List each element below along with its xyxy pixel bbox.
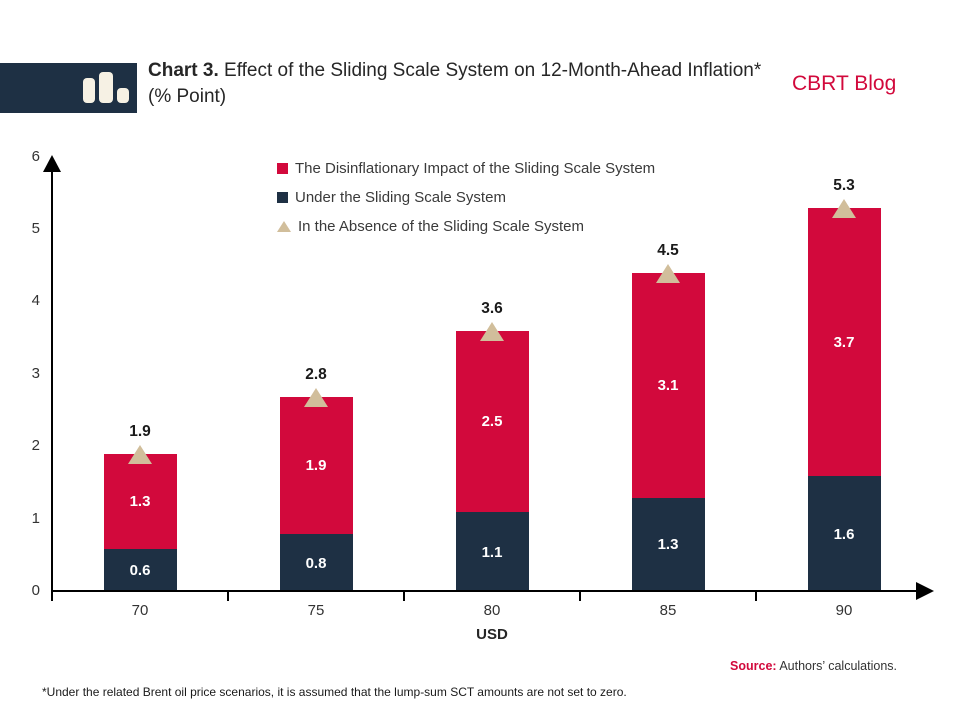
y-axis-tick-label: 6 [31, 147, 40, 165]
y-axis-tick-label: 3 [31, 364, 40, 382]
legend-label: The Disinflationary Impact of the Slidin… [295, 160, 656, 177]
chart-title: Chart 3. Effect of the Sliding Scale Sys… [148, 58, 776, 110]
bar-segment-disinflationary-impact: 3.1 [631, 273, 705, 498]
bar-segment-under-system: 0.6 [103, 548, 177, 592]
absence-marker-icon [656, 264, 680, 284]
absence-marker-icon [304, 387, 328, 407]
source-label: Source: [730, 659, 777, 673]
bar-segment-under-system: 1.3 [631, 497, 705, 592]
x-axis-category-label: 90 [835, 602, 853, 619]
bar-segment-under-system: 1.6 [807, 476, 881, 592]
bar-total-label: 5.3 [833, 177, 855, 195]
bar-total-label: 3.6 [481, 300, 503, 318]
absence-marker-icon [128, 445, 152, 465]
bar-value-label: 0.8 [305, 554, 327, 572]
bar-value-label: 1.1 [481, 543, 503, 561]
chart-title-text: Effect of the Sliding Scale System on 12… [148, 60, 762, 107]
bar-value-label: 3.1 [657, 377, 679, 395]
navy-square-icon [277, 192, 288, 203]
x-axis-title: USD [476, 626, 508, 643]
source-text: Authors’ calculations. [776, 659, 897, 673]
y-axis-tick-label: 0 [31, 582, 40, 599]
y-axis-line [51, 168, 53, 601]
bar-segment-disinflationary-impact: 1.9 [279, 396, 353, 535]
y-axis-tick-label: 4 [31, 292, 40, 310]
bar-value-label: 1.3 [129, 492, 151, 510]
legend-item-absence-of-system: In the Absence of the Sliding Scale Syst… [277, 212, 655, 241]
bar-value-label: 2.5 [481, 413, 503, 431]
y-axis-tick-label: 1 [31, 509, 40, 527]
cbrt-blog-link[interactable]: CBRT Blog [792, 72, 897, 95]
legend-label: Under the Sliding Scale System [295, 189, 506, 206]
bar-total-label: 2.8 [305, 365, 327, 383]
red-square-icon [277, 163, 288, 174]
bar-chart-icon [83, 72, 129, 103]
source-note: Source: Authors’ calculations. [730, 659, 897, 673]
chart-legend: The Disinflationary Impact of the Slidin… [277, 154, 655, 241]
y-axis-tick-label: 2 [31, 437, 40, 455]
absence-marker-icon [832, 199, 856, 219]
bar-segment-under-system: 1.1 [455, 512, 529, 592]
x-axis-tick [227, 591, 229, 601]
cbrt-logo [0, 63, 137, 113]
bar-value-label: 1.6 [833, 525, 855, 543]
legend-item-under-system: Under the Sliding Scale System [277, 183, 655, 212]
bar-total-label: 1.9 [129, 423, 151, 441]
y-axis-tick-label: 5 [31, 220, 40, 237]
x-axis-tick [755, 591, 757, 601]
bar-segment-disinflationary-impact: 3.7 [807, 208, 881, 477]
bar-value-label: 3.7 [833, 333, 855, 351]
x-axis-line [51, 590, 918, 592]
bar-segment-disinflationary-impact: 2.5 [455, 331, 529, 513]
x-axis-category-label: 70 [131, 602, 149, 619]
legend-label: In the Absence of the Sliding Scale Syst… [298, 218, 585, 235]
x-axis-tick [579, 591, 581, 601]
x-axis-arrow-icon [916, 582, 934, 600]
absence-marker-icon [480, 322, 504, 342]
tan-triangle-icon [277, 221, 291, 232]
bar-segment-disinflationary-impact: 1.3 [103, 454, 177, 549]
footnote: *Under the related Brent oil price scena… [42, 685, 627, 699]
bar-value-label: 0.6 [129, 561, 151, 579]
x-axis-category-label: 75 [307, 602, 325, 619]
bar-value-label: 1.3 [657, 536, 679, 554]
y-axis-arrow-icon [43, 155, 61, 172]
x-axis-category-label: 85 [659, 602, 677, 619]
chart-title-number: Chart 3. [148, 60, 219, 81]
legend-item-disinflationary-impact: The Disinflationary Impact of the Slidin… [277, 154, 655, 183]
bar-segment-under-system: 0.8 [279, 534, 353, 592]
x-axis-category-label: 80 [483, 602, 501, 619]
x-axis-tick [403, 591, 405, 601]
bar-value-label: 1.9 [305, 456, 327, 474]
bar-total-label: 4.5 [657, 242, 679, 260]
